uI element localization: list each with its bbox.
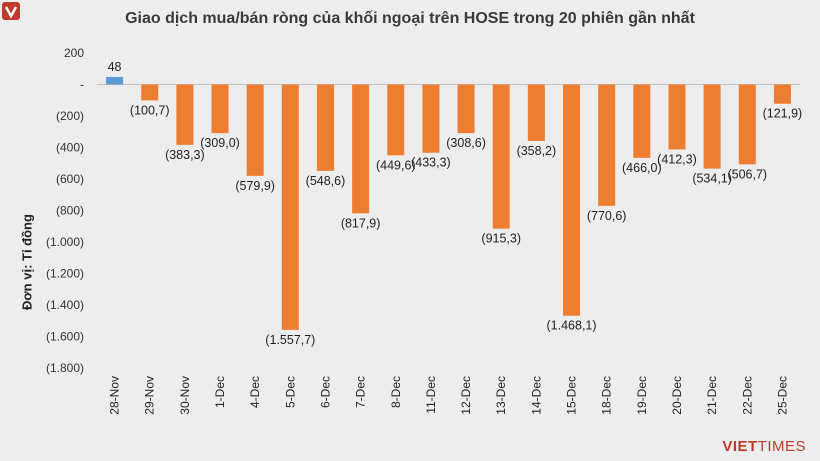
x-tick-label: 25-Dec xyxy=(775,376,789,415)
y-tick-label: (600) xyxy=(56,172,84,186)
data-label: (915,3) xyxy=(481,232,521,246)
x-tick-label: 14-Dec xyxy=(529,376,543,415)
data-label: (309,0) xyxy=(200,136,240,150)
data-label: (412,3) xyxy=(657,152,697,166)
bar xyxy=(316,84,334,171)
y-tick-label: 200 xyxy=(64,46,84,60)
chart-title: Giao dịch mua/bán ròng của khối ngoại tr… xyxy=(125,10,695,27)
data-label: (817,9) xyxy=(341,216,381,230)
bar xyxy=(598,84,616,206)
data-label: (433,3) xyxy=(411,156,451,170)
bar xyxy=(352,84,370,214)
bar xyxy=(106,76,124,85)
data-label: (1.557,7) xyxy=(265,333,315,347)
x-tick-label: 5-Dec xyxy=(283,376,297,408)
data-label: (121,9) xyxy=(763,107,803,121)
bar xyxy=(633,84,651,158)
bar xyxy=(281,84,299,330)
bar xyxy=(457,84,475,134)
y-tick-label: (1.800) xyxy=(46,361,84,375)
x-tick-label: 4-Dec xyxy=(248,376,262,408)
x-tick-label: 1-Dec xyxy=(213,376,227,408)
logo-suffix: TIMES xyxy=(757,438,806,455)
data-label: (579,9) xyxy=(235,179,275,193)
x-tick-label: 13-Dec xyxy=(494,376,508,415)
y-tick-label: (200) xyxy=(56,109,84,123)
y-tick-label: (400) xyxy=(56,141,84,155)
x-tick-label: 30-Nov xyxy=(178,376,192,415)
bar xyxy=(492,84,510,229)
y-tick-label: (1.000) xyxy=(46,235,84,249)
bar xyxy=(176,84,194,145)
data-label: (383,3) xyxy=(165,148,205,162)
bar xyxy=(422,84,440,153)
logo-text: VIETTIMES xyxy=(722,438,806,455)
y-tick-label: (800) xyxy=(56,204,84,218)
data-label: (358,2) xyxy=(517,144,557,158)
data-label: (506,7) xyxy=(727,167,767,181)
y-tick-label: (1.600) xyxy=(46,330,84,344)
x-tick-label: 15-Dec xyxy=(565,376,579,415)
bar xyxy=(773,84,791,104)
x-tick-label: 11-Dec xyxy=(424,376,438,414)
data-label: (100,7) xyxy=(130,103,170,117)
data-label: (449,6) xyxy=(376,158,416,172)
y-tick-label: - xyxy=(80,78,84,92)
data-label: (1.468,1) xyxy=(547,319,597,333)
data-label: (466,0) xyxy=(622,161,662,175)
x-tick-label: 7-Dec xyxy=(354,376,368,408)
logo-brand: VIET xyxy=(722,438,758,455)
x-tick-label: 6-Dec xyxy=(318,376,332,408)
bar xyxy=(387,84,405,156)
logo-mark-icon xyxy=(2,2,20,20)
bar xyxy=(246,84,264,176)
x-tick-label: 20-Dec xyxy=(670,376,684,415)
bar xyxy=(738,84,756,165)
bar xyxy=(527,84,545,141)
data-label: (548,6) xyxy=(306,174,346,188)
y-tick-label: (1.200) xyxy=(46,267,84,281)
x-tick-label: 29-Nov xyxy=(143,376,157,415)
x-tick-label: 12-Dec xyxy=(459,376,473,415)
bar xyxy=(703,84,721,169)
bar xyxy=(211,84,229,134)
data-label: 48 xyxy=(108,60,122,74)
x-tick-label: 28-Nov xyxy=(108,376,122,415)
x-tick-label: 22-Dec xyxy=(740,376,754,415)
x-tick-label: 8-Dec xyxy=(389,376,403,408)
bar xyxy=(141,84,159,101)
x-tick-label: 19-Dec xyxy=(635,376,649,415)
data-label: (534,1) xyxy=(692,172,732,186)
bar xyxy=(668,84,686,150)
y-tick-label: (1.400) xyxy=(46,298,84,312)
data-label: (308,6) xyxy=(446,136,486,150)
x-tick-label: 18-Dec xyxy=(600,376,614,415)
bar xyxy=(563,84,581,316)
data-label: (770,6) xyxy=(587,209,627,223)
x-tick-label: 21-Dec xyxy=(705,376,719,415)
